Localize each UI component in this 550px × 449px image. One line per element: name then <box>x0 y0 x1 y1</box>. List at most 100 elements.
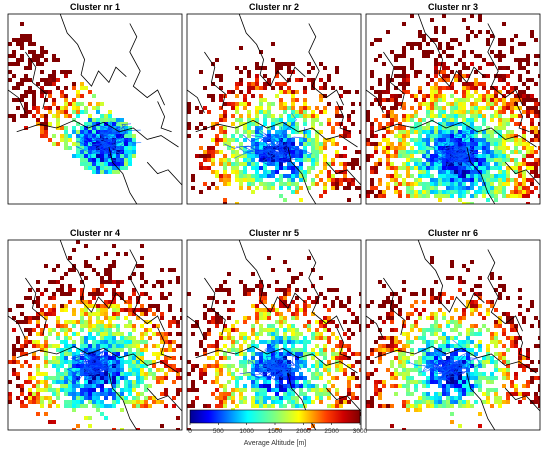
cell <box>315 364 319 368</box>
cell <box>251 178 255 182</box>
coastline <box>204 51 226 110</box>
cell <box>450 154 454 158</box>
cell <box>303 142 307 146</box>
cell <box>12 348 16 352</box>
cell <box>120 396 124 400</box>
cell <box>72 340 76 344</box>
cell <box>259 280 263 284</box>
cell <box>203 336 207 340</box>
cell <box>327 74 331 78</box>
cell <box>124 340 128 344</box>
cell <box>108 162 112 166</box>
cell <box>315 134 319 138</box>
cell <box>140 308 144 312</box>
cell <box>486 392 490 396</box>
cell <box>370 42 374 46</box>
cell <box>140 392 144 396</box>
cell <box>494 360 498 364</box>
cell <box>474 332 478 336</box>
cell <box>251 122 255 126</box>
cell <box>418 46 422 50</box>
cell <box>84 106 88 110</box>
cell <box>494 150 498 154</box>
cell <box>52 58 56 62</box>
cell <box>279 118 283 122</box>
coastline <box>374 345 537 374</box>
cell <box>538 324 540 328</box>
cell <box>430 130 434 134</box>
cell <box>522 102 526 106</box>
cell <box>160 292 164 296</box>
cell <box>199 122 203 126</box>
cell <box>247 74 251 78</box>
cell <box>267 344 271 348</box>
trajectory <box>81 365 98 374</box>
cell <box>275 428 279 430</box>
cell <box>450 296 454 300</box>
cell <box>522 98 526 102</box>
cell <box>20 94 24 98</box>
cell <box>402 288 406 292</box>
cell <box>530 110 534 114</box>
cell <box>343 356 347 360</box>
cell <box>502 332 506 336</box>
cell <box>426 134 430 138</box>
cell <box>84 324 88 328</box>
cell <box>343 396 347 400</box>
cell <box>450 122 454 126</box>
cell <box>132 154 136 158</box>
cell <box>506 396 510 400</box>
cell <box>311 352 315 356</box>
cell <box>323 324 327 328</box>
cell <box>351 312 355 316</box>
cell <box>522 90 526 94</box>
cell <box>104 352 108 356</box>
cell <box>466 300 470 304</box>
cell <box>494 54 498 58</box>
cell <box>219 356 223 360</box>
cell <box>406 388 410 392</box>
cell <box>319 364 323 368</box>
cell <box>390 118 394 122</box>
cell <box>434 114 438 118</box>
cell <box>446 182 450 186</box>
cell <box>366 190 370 194</box>
cell <box>116 134 120 138</box>
cell <box>386 368 390 372</box>
cell <box>382 106 386 110</box>
cell <box>482 162 486 166</box>
cell <box>152 352 156 356</box>
cell <box>458 424 462 428</box>
cell <box>295 126 299 130</box>
cell <box>370 130 374 134</box>
cell <box>279 138 283 142</box>
cell <box>56 348 60 352</box>
cell <box>100 336 104 340</box>
cell <box>366 324 370 328</box>
cell <box>414 94 418 98</box>
cell <box>398 174 402 178</box>
cell <box>243 400 247 404</box>
cell <box>434 280 438 284</box>
cell <box>466 146 470 150</box>
cell <box>60 384 64 388</box>
cell <box>458 102 462 106</box>
cell <box>271 102 275 106</box>
cell <box>88 344 92 348</box>
cell <box>307 396 311 400</box>
cell <box>335 186 339 190</box>
cell <box>259 312 263 316</box>
cell <box>327 308 331 312</box>
cell <box>96 324 100 328</box>
cell <box>231 170 235 174</box>
cell <box>454 320 458 324</box>
cell <box>247 70 251 74</box>
cell <box>406 332 410 336</box>
cell <box>458 380 462 384</box>
cell <box>291 142 295 146</box>
cell <box>44 380 48 384</box>
cell <box>271 186 275 190</box>
cell <box>124 138 128 142</box>
cell <box>8 70 12 74</box>
cell <box>88 292 92 296</box>
